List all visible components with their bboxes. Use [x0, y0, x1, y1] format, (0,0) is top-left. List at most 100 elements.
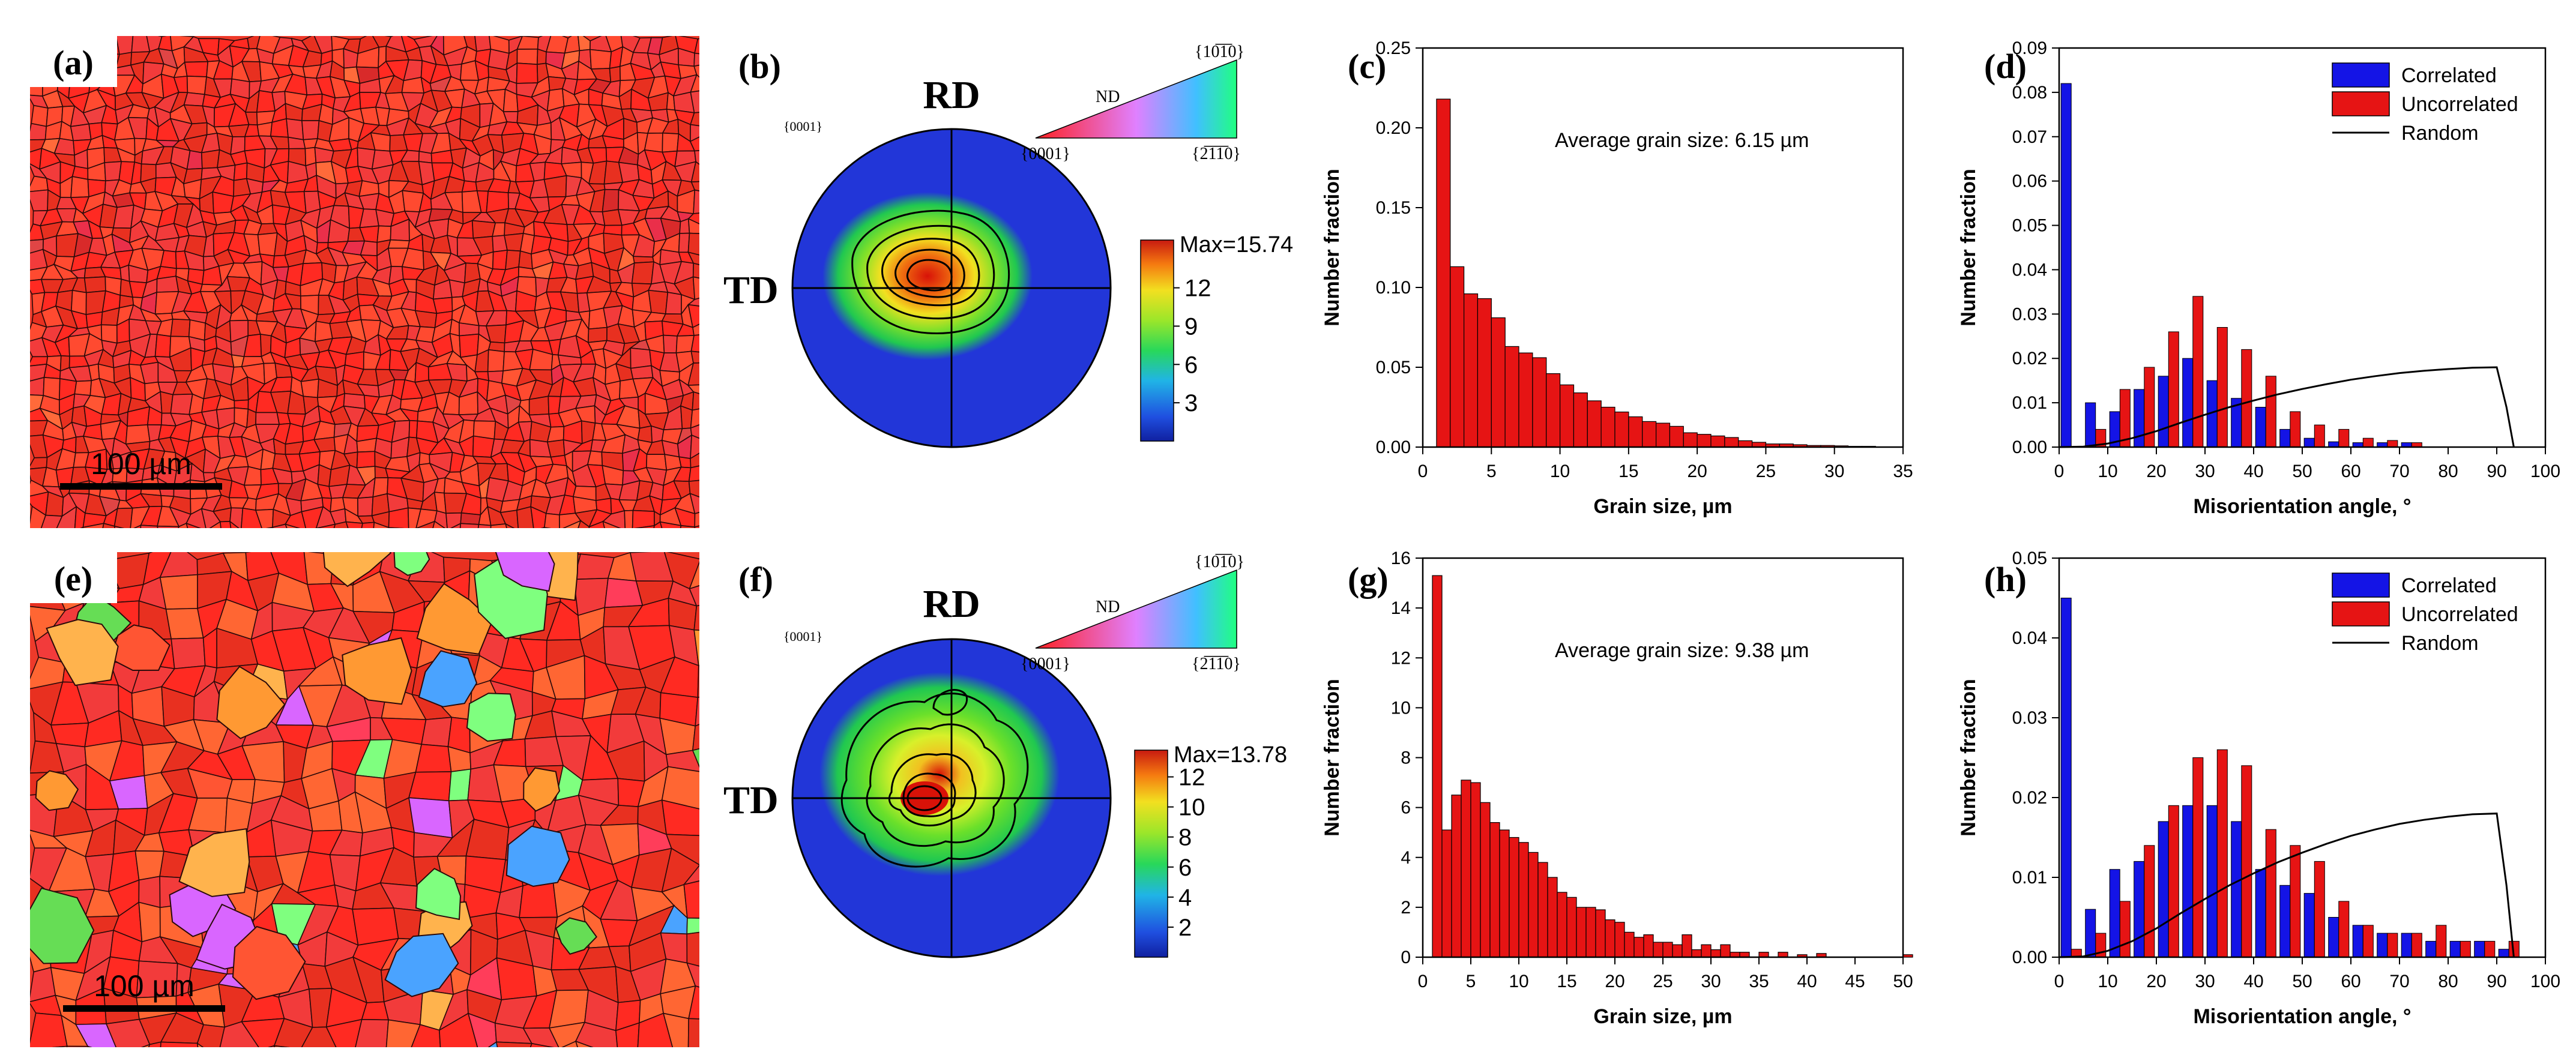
grain-size-bar: [1701, 944, 1712, 958]
y-tick-label: 0.03: [2012, 708, 2047, 728]
grain: [589, 49, 612, 70]
panel-label-a: (a): [53, 43, 94, 82]
grain: [687, 251, 699, 265]
grain-size-bar: [1624, 931, 1635, 958]
uncorrelated-bar: [2387, 933, 2398, 958]
x-tick-label: 5: [1486, 461, 1497, 481]
panel-label: (h): [1984, 560, 2027, 599]
grain: [301, 1049, 337, 1055]
grain-size-bar: [1461, 780, 1471, 958]
x-tick-label: 80: [2438, 461, 2458, 481]
grain-size-bar: [1738, 440, 1753, 448]
grain: [692, 262, 699, 279]
grain: [602, 188, 620, 212]
grain-misoriented: [523, 767, 561, 812]
grain: [723, 743, 755, 771]
grain-size-bar: [1902, 954, 1913, 958]
y-tick-label: 0.07: [2012, 127, 2047, 147]
grain: [680, 524, 696, 528]
legend-label: Correlated: [2401, 574, 2497, 597]
grain: [683, 880, 699, 919]
grain: [233, 162, 248, 181]
grain: [271, 523, 288, 528]
x-tick-label: 0: [1418, 972, 1428, 991]
grain: [487, 1041, 498, 1047]
texture-hotspot-b: [822, 192, 1033, 360]
grain: [716, 834, 756, 865]
ipf-triangle-b: [1035, 59, 1237, 139]
grain: [55, 540, 77, 553]
colour-scale-tick-label: 2: [1178, 915, 1192, 941]
td-label-f: TD: [723, 778, 779, 822]
grain: [301, 528, 316, 542]
grain: [707, 463, 722, 485]
grain: [448, 768, 472, 802]
correlated-bar: [2182, 358, 2194, 448]
y-tick-label: 0: [1401, 948, 1411, 967]
rd-label-f: RD: [923, 582, 980, 626]
grain: [700, 797, 726, 835]
colour-bar-b: [1140, 239, 1174, 442]
grain: [241, 529, 262, 545]
ipf-top-f: {10̅1̅0}: [1195, 553, 1244, 571]
grain: [706, 226, 725, 239]
grain: [688, 479, 699, 498]
grain: [165, 608, 204, 640]
y-tick-label: 0.08: [2012, 83, 2047, 103]
grain-size-bar: [1724, 437, 1739, 448]
grain: [686, 917, 699, 935]
x-tick-label: 10: [2098, 461, 2117, 481]
grain: [716, 853, 749, 882]
grain: [656, 1052, 696, 1055]
grain: [504, 523, 515, 528]
ipf-key-b: ND {10̅1̅0} {0001} {2̅1̅1̅0}: [1021, 43, 1244, 163]
grain: [707, 384, 719, 397]
grain: [273, 1018, 313, 1047]
grain: [56, 505, 77, 528]
y-tick-label: 0.05: [1376, 358, 1411, 377]
uncorrelated-bar: [2484, 940, 2496, 958]
correlated-bar: [2425, 940, 2437, 958]
grain: [499, 509, 519, 528]
uncorrelated-bar: [2265, 376, 2276, 448]
grain: [543, 526, 551, 528]
grain: [286, 118, 304, 140]
colour-scale-tick-label: 8: [1178, 825, 1192, 851]
ipf-bl-b: {0001}: [1021, 145, 1070, 163]
grain: [707, 77, 723, 95]
grain: [29, 529, 40, 538]
grain: [706, 161, 725, 181]
grain: [131, 36, 151, 53]
grain: [588, 520, 605, 528]
grain: [516, 62, 538, 84]
grain: [720, 631, 748, 670]
y-tick-label: 0.05: [2012, 549, 2047, 568]
y-tick-label: 0.00: [2012, 437, 2047, 457]
grain: [710, 50, 719, 62]
grain: [720, 991, 756, 1020]
grain-size-bar: [1682, 934, 1692, 958]
grain: [573, 553, 615, 580]
correlated-bar: [2328, 917, 2339, 958]
grain: [205, 538, 222, 554]
max-label-b: Max=15.74: [1180, 232, 1293, 257]
grain: [333, 521, 349, 528]
grain: [705, 321, 723, 337]
grain: [705, 134, 717, 157]
grain: [266, 526, 274, 528]
grain: [563, 520, 582, 528]
grain: [209, 521, 222, 528]
correlated-bar: [2060, 83, 2072, 448]
grain-size-chart-c: (c) 0 5 10 15 20 25 30 35 0.00 0.05 0.10 0.15 0.20 0.2…: [1321, 38, 1913, 518]
legend-label: Correlated: [2401, 64, 2497, 87]
grain-size-bar: [1595, 909, 1606, 958]
grain-size-bar: [1566, 897, 1577, 958]
grain: [707, 510, 723, 525]
grain-size-bar: [1710, 435, 1725, 448]
correlated-bar: [2303, 893, 2315, 958]
grain: [477, 524, 492, 528]
grain: [695, 696, 699, 727]
grain: [687, 218, 699, 235]
panel-label: (g): [1348, 560, 1389, 599]
x-tick-label: 40: [2243, 972, 2263, 991]
